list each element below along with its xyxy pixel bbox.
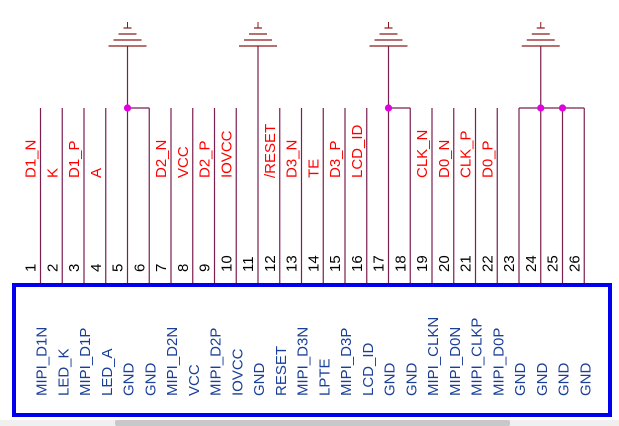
net-label-d2-p: D2_P — [197, 140, 214, 178]
ground-icon — [108, 22, 147, 47]
pin-name: LPTE — [316, 358, 333, 396]
junction-dot — [384, 104, 393, 112]
pin-name: GND — [556, 363, 573, 397]
pin-name: MIPI_D0P — [490, 328, 507, 396]
pin-name: RESET — [273, 346, 290, 396]
pin-number: 4 — [88, 264, 105, 272]
net-label-d1-p: D1_P — [66, 140, 83, 178]
pin-number: 20 — [436, 255, 453, 272]
pin-number: 22 — [479, 255, 496, 272]
scrollbar-thumb[interactable] — [115, 420, 510, 426]
pin-number: 17 — [371, 255, 388, 272]
pin-name: GND — [382, 363, 399, 397]
pin-number: 7 — [153, 264, 170, 272]
pin-number: 11 — [240, 256, 257, 272]
pin-name: MIPI_CLKN — [425, 317, 442, 396]
pin-number: 26 — [566, 255, 583, 272]
wires — [39, 46, 585, 283]
net-label-vcc: VCC — [175, 146, 192, 178]
pin-number: 12 — [262, 255, 279, 272]
pin-number: 19 — [414, 255, 431, 272]
pin-number: 1 — [23, 264, 40, 272]
connector-body — [12, 283, 612, 417]
pin-name: GND — [577, 363, 594, 397]
pin-number: 9 — [197, 264, 214, 272]
net-label-d3-n: D3_N — [284, 140, 301, 178]
junction-dot — [123, 104, 132, 112]
net-label-iovcc: IOVCC — [218, 130, 235, 178]
pin-number: 21 — [458, 255, 475, 272]
net-label-k: K — [44, 168, 61, 178]
pin-name: GND — [142, 363, 159, 397]
pin-name: GND — [251, 363, 268, 397]
pin-number: 5 — [110, 264, 127, 272]
pin-name: GND — [534, 363, 551, 397]
pin-name: GND — [403, 363, 420, 397]
pin-number: 3 — [66, 264, 83, 272]
pin-number: 10 — [218, 255, 235, 272]
pin-name: LCD_ID — [360, 342, 377, 396]
pin-name: MIPI_D1P — [77, 328, 94, 396]
pin-number: 25 — [545, 255, 562, 272]
net-label-d3-p: D3_P — [327, 140, 344, 178]
ground-icon — [239, 22, 277, 47]
net-labels: D1_N K D1_P A D2_N VCC D2_P IOVCC/RESET D3_N TE D3… — [23, 124, 497, 178]
pin-number: 2 — [44, 264, 61, 272]
pin-number: 14 — [305, 255, 322, 272]
pin-number: 15 — [327, 255, 344, 272]
pin-name: LED_K — [55, 348, 72, 396]
junctions — [123, 104, 567, 112]
ground-symbols — [108, 22, 560, 47]
net-label-clk-p: CLK_P — [458, 130, 475, 178]
pin-number: 16 — [349, 255, 366, 272]
net-label-d0-n: D0_N — [436, 140, 453, 178]
pin-name: GND — [121, 363, 138, 397]
pin-names: MIPI_D1N LED_K MIPI_D1P LED_A GND GND MIPI_D2N… — [34, 317, 595, 396]
net-label-lcd-id: LCD_ID — [349, 124, 366, 178]
pin-name: IOVCC — [229, 348, 246, 396]
pin-name: MIPI_D3N — [295, 327, 312, 396]
pin-name: MIPI_CLKP — [469, 318, 486, 396]
pin-name: MIPI_D2P — [208, 328, 225, 396]
pin-name: MIPI_D3P — [338, 328, 355, 396]
pin-name: GND — [512, 363, 529, 397]
pin-name: LED_A — [99, 348, 116, 396]
ground-icon — [369, 22, 408, 47]
pin-name: VCC — [186, 364, 203, 396]
pin-name: MIPI_D0N — [447, 327, 464, 396]
pin-number: 18 — [392, 255, 409, 272]
pin-name: MIPI_D2N — [164, 327, 181, 396]
net-label-d2-n: D2_N — [153, 140, 170, 178]
pin-number: 24 — [523, 255, 540, 272]
pin-number: 13 — [284, 255, 301, 272]
net-label-clk-n: CLK_N — [414, 130, 431, 178]
net-label-d1-n: D1_N — [23, 140, 40, 178]
junction-dot — [558, 104, 567, 112]
net-label--reset: /RESET — [262, 124, 279, 178]
pin-number: 6 — [131, 264, 148, 272]
net-label-a: A — [88, 168, 105, 178]
pin-number: 23 — [501, 255, 518, 272]
pin-numbers: 1 2 3 4 5 6 7 8 9 10 11 12 13 14 15 16 17 18 19 20 21 22 23 24 2… — [23, 255, 584, 272]
net-label-d0-p: D0_P — [479, 140, 496, 178]
pin-name: MIPI_D1N — [34, 327, 51, 396]
pin-number: 8 — [175, 264, 192, 272]
ground-icon — [521, 22, 560, 47]
junction-dot — [537, 104, 545, 112]
net-label-te: TE — [305, 159, 322, 178]
